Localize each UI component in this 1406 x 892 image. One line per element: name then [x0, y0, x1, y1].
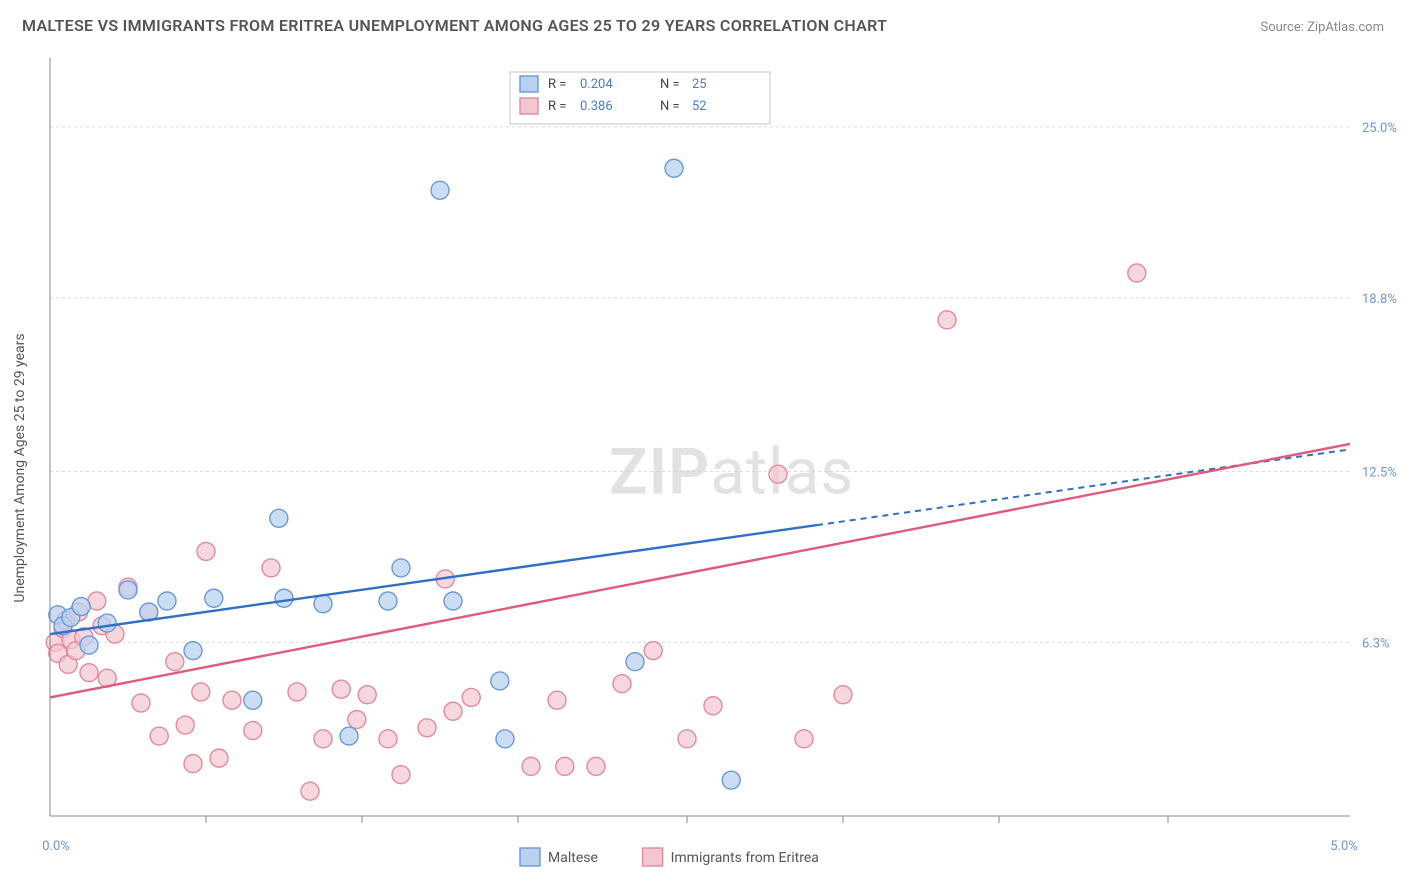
eritrea-point: [522, 757, 540, 775]
legend-n-value: 25: [692, 77, 707, 92]
maltese-trendline: [50, 525, 817, 634]
legend-r-value: 0.386: [580, 99, 613, 114]
maltese-trendline-ext: [817, 449, 1350, 525]
legend-r-value: 0.204: [580, 77, 613, 92]
x-max-label: 5.0%: [1330, 839, 1358, 854]
eritrea-point: [166, 653, 184, 671]
eritrea-point: [301, 782, 319, 800]
eritrea-point: [80, 664, 98, 682]
watermark: ZIPatlas: [609, 434, 854, 509]
y-tick-label: 6.3%: [1362, 636, 1390, 651]
bottom-legend-swatch: [520, 848, 540, 866]
x-min-label: 0.0%: [42, 839, 70, 854]
maltese-point: [491, 672, 509, 690]
legend-swatch: [520, 76, 538, 92]
bottom-legend-label: Maltese: [548, 850, 598, 866]
maltese-point: [184, 642, 202, 660]
eritrea-point: [587, 757, 605, 775]
eritrea-point: [379, 730, 397, 748]
maltese-point: [205, 589, 223, 607]
y-axis-label: Unemployment Among Ages 25 to 29 years: [12, 333, 28, 602]
maltese-point: [270, 509, 288, 527]
eritrea-point: [314, 730, 332, 748]
legend-n-label: N =: [660, 77, 680, 92]
y-tick-label: 18.8%: [1362, 292, 1397, 307]
eritrea-point: [392, 766, 410, 784]
eritrea-point: [223, 691, 241, 709]
chart-container: Unemployment Among Ages 25 to 29 years 6…: [0, 48, 1406, 892]
eritrea-point: [613, 675, 631, 693]
eritrea-point: [704, 697, 722, 715]
maltese-point: [314, 595, 332, 613]
maltese-point: [496, 730, 514, 748]
eritrea-point: [244, 722, 262, 740]
maltese-point: [665, 159, 683, 177]
eritrea-point: [834, 686, 852, 704]
maltese-point: [244, 691, 262, 709]
y-tick-label: 25.0%: [1362, 121, 1397, 136]
legend-n-value: 52: [692, 99, 707, 114]
scatter-chart: 6.3% 12.5% 18.8% 25.0% ZIPatlas 0.0% 5.0% R = 0.…: [0, 48, 1406, 892]
eritrea-point: [176, 716, 194, 734]
maltese-point: [340, 727, 358, 745]
bottom-legend-label: Immigrants from Eritrea: [671, 850, 819, 866]
maltese-point: [626, 653, 644, 671]
eritrea-point: [197, 542, 215, 560]
eritrea-point: [150, 727, 168, 745]
maltese-point: [158, 592, 176, 610]
eritrea-point: [418, 719, 436, 737]
eritrea-point: [1128, 264, 1146, 282]
y-tick-label: 12.5%: [1362, 465, 1397, 480]
source-label: Source: ZipAtlas.com: [1260, 20, 1384, 35]
maltese-point: [379, 592, 397, 610]
maltese-point: [119, 581, 137, 599]
chart-title: MALTESE VS IMMIGRANTS FROM ERITREA UNEMP…: [22, 16, 887, 35]
eritrea-point: [678, 730, 696, 748]
eritrea-point: [769, 465, 787, 483]
maltese-point: [275, 589, 293, 607]
maltese-point: [392, 559, 410, 577]
maltese-point: [80, 636, 98, 654]
eritrea-point: [192, 683, 210, 701]
maltese-point: [722, 771, 740, 789]
maltese-point: [98, 614, 116, 632]
eritrea-point: [184, 755, 202, 773]
eritrea-point: [132, 694, 150, 712]
eritrea-point: [644, 642, 662, 660]
eritrea-point: [548, 691, 566, 709]
legend-swatch: [520, 98, 538, 114]
bottom-legend-swatch: [643, 848, 663, 866]
eritrea-point: [348, 711, 366, 729]
eritrea-point: [288, 683, 306, 701]
legend-r-label: R =: [548, 77, 566, 92]
eritrea-point: [210, 749, 228, 767]
eritrea-point: [332, 680, 350, 698]
title-bar: MALTESE VS IMMIGRANTS FROM ERITREA UNEMP…: [0, 0, 1406, 43]
maltese-point: [444, 592, 462, 610]
eritrea-point: [462, 688, 480, 706]
eritrea-point: [444, 702, 462, 720]
eritrea-point: [358, 686, 376, 704]
eritrea-point: [938, 311, 956, 329]
legend-r-label: R =: [548, 99, 566, 114]
maltese-point: [72, 598, 90, 616]
maltese-point: [431, 181, 449, 199]
eritrea-point: [795, 730, 813, 748]
eritrea-point: [556, 757, 574, 775]
eritrea-point: [262, 559, 280, 577]
legend-n-label: N =: [660, 99, 680, 114]
